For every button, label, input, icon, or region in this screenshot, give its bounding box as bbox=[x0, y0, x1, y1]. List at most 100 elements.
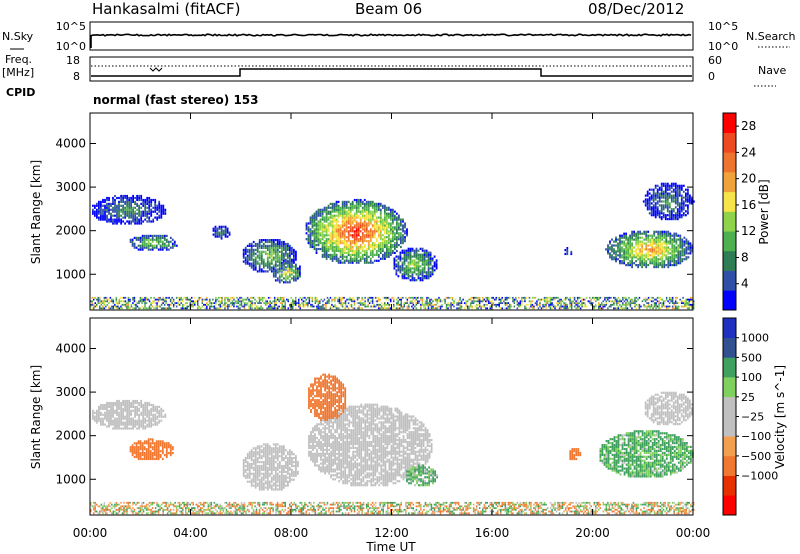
power-echo-cell-3 bbox=[252, 244, 255, 247]
power-echo-cell-6 bbox=[401, 273, 404, 276]
velocity-echo-cell-0 bbox=[144, 407, 147, 410]
cpid-label: CPID bbox=[6, 86, 35, 99]
power-echo-cell-5 bbox=[375, 228, 378, 231]
power-echo-cell-8 bbox=[669, 256, 672, 259]
power-noise-cell bbox=[210, 305, 213, 308]
velocity-echo-cell-0 bbox=[118, 423, 120, 426]
power-noise-cell bbox=[163, 300, 166, 303]
power-echo-cell-0 bbox=[100, 200, 102, 203]
velocity-echo-cell-0 bbox=[132, 405, 134, 408]
power-noise-cell bbox=[617, 305, 620, 308]
power-echo-cell-5 bbox=[317, 222, 320, 225]
power-echo-cell-6 bbox=[415, 261, 418, 264]
power-noise-cell bbox=[93, 305, 95, 308]
power-noise-cell bbox=[283, 300, 285, 303]
power-noise-cell bbox=[91, 302, 93, 304]
power-echo-cell-3 bbox=[246, 248, 249, 251]
power-echo-cell-8 bbox=[635, 252, 637, 255]
power-echo-cell-5 bbox=[400, 222, 402, 225]
power-noise-cell bbox=[141, 296, 143, 299]
power-echo-cell-5 bbox=[331, 253, 334, 256]
power-echo-cell-9 bbox=[666, 208, 669, 211]
power-echo-cell-8 bbox=[663, 266, 666, 269]
power-noise-cell bbox=[459, 307, 461, 310]
power-echo-cell-3 bbox=[262, 262, 265, 265]
power-noise-cell bbox=[127, 303, 130, 306]
power-echo-cell-5 bbox=[386, 240, 388, 243]
power-noise-cell bbox=[626, 300, 629, 303]
power-echo-cell-5 bbox=[377, 242, 380, 245]
power-noise-cell bbox=[93, 303, 95, 306]
power-echo-cell-0 bbox=[128, 196, 130, 200]
power-noise-cell bbox=[477, 300, 479, 303]
power-echo-cell-0 bbox=[100, 202, 102, 205]
velocity-echo-cell-0 bbox=[150, 423, 153, 426]
power-echo-cell-4 bbox=[295, 277, 297, 280]
power-echo-cell-5 bbox=[349, 204, 352, 207]
power-echo-cell-6 bbox=[427, 267, 430, 270]
power-noise-cell bbox=[676, 307, 678, 310]
power-echo-cell-5 bbox=[355, 257, 358, 260]
power-echo-cell-3 bbox=[250, 250, 253, 253]
power-noise-cell bbox=[501, 298, 503, 301]
power-noise-cell bbox=[273, 300, 276, 303]
power-noise-cell bbox=[344, 305, 347, 308]
velocity-echo-cell-0 bbox=[118, 421, 120, 424]
frequency-trace bbox=[91, 68, 692, 77]
power-echo-cell-3 bbox=[264, 264, 267, 267]
power-echo-cell-8 bbox=[635, 264, 637, 267]
power-noise-cell bbox=[471, 307, 473, 310]
power-noise-cell bbox=[519, 303, 522, 306]
power-echo-cell-8 bbox=[631, 264, 633, 267]
power-echo-cell-9 bbox=[685, 198, 687, 201]
power-noise-cell bbox=[151, 302, 154, 304]
power-noise-cell bbox=[460, 300, 463, 303]
power-noise-cell bbox=[340, 300, 342, 303]
velocity-echo-cell-0 bbox=[128, 423, 130, 426]
power-echo-cell-9 bbox=[660, 204, 663, 207]
power-echo-cell-8 bbox=[641, 242, 643, 245]
power-echo-cell-5 bbox=[353, 238, 356, 241]
power-noise-cell bbox=[118, 307, 121, 310]
power-noise-cell bbox=[576, 298, 579, 301]
power-noise-cell bbox=[367, 298, 369, 301]
power-echo-cell-5 bbox=[353, 214, 356, 217]
power-noise-cell bbox=[586, 296, 588, 299]
power-noise-cell bbox=[604, 296, 606, 299]
power-noise-cell bbox=[94, 305, 96, 308]
power-echo-cell-0 bbox=[158, 210, 161, 213]
power-echo-cell-8 bbox=[619, 242, 621, 245]
power-echo-cell-5 bbox=[309, 242, 312, 245]
power-echo-cell-0 bbox=[112, 222, 114, 225]
power-echo-cell-8 bbox=[669, 236, 672, 239]
power-noise-cell bbox=[500, 307, 502, 310]
power-echo-cell-5 bbox=[311, 226, 314, 229]
velocity-echo-cell-0 bbox=[104, 415, 106, 418]
power-echo-cell-6 bbox=[429, 267, 432, 270]
power-noise-cell bbox=[477, 307, 479, 310]
power-echo-cell-5 bbox=[323, 210, 326, 213]
power-echo-cell-5 bbox=[365, 232, 368, 235]
power-echo-cell-0 bbox=[92, 210, 94, 213]
power-noise-cell bbox=[356, 298, 359, 301]
power-noise-cell bbox=[472, 296, 475, 299]
power-echo-cell-5 bbox=[404, 236, 406, 239]
power-echo-cell-8 bbox=[645, 252, 648, 255]
power-echo-cell-5 bbox=[347, 220, 350, 223]
power-echo-cell-0 bbox=[110, 220, 112, 223]
power-echo-cell-3 bbox=[258, 252, 261, 255]
power-echo-cell-9 bbox=[658, 192, 661, 195]
power-echo-cell-5 bbox=[335, 206, 338, 209]
power-echo-cell-0 bbox=[154, 206, 157, 209]
power-colorbar-swatch bbox=[723, 231, 736, 252]
power-echo-cell-3 bbox=[276, 250, 279, 253]
power-noise-cell bbox=[314, 298, 317, 301]
velocity-echo-cell-0 bbox=[104, 413, 106, 416]
power-echo-cell-5 bbox=[375, 251, 378, 254]
power-echo-cell-4 bbox=[274, 275, 277, 278]
power-noise-cell bbox=[109, 307, 112, 310]
power-echo-cell-4 bbox=[285, 273, 287, 276]
power-echo-cell-9 bbox=[678, 202, 681, 205]
power-noise-cell bbox=[281, 302, 283, 304]
power-echo-cell-5 bbox=[333, 240, 336, 243]
